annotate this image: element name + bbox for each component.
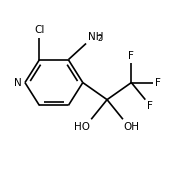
Text: N: N (14, 78, 22, 88)
Text: HO: HO (74, 122, 90, 132)
Text: NH: NH (88, 32, 103, 42)
Text: 2: 2 (98, 34, 102, 43)
Text: F: F (128, 51, 134, 61)
Text: OH: OH (124, 122, 140, 132)
Text: Cl: Cl (34, 25, 45, 35)
Text: F: F (147, 101, 153, 111)
Text: F: F (155, 78, 161, 88)
